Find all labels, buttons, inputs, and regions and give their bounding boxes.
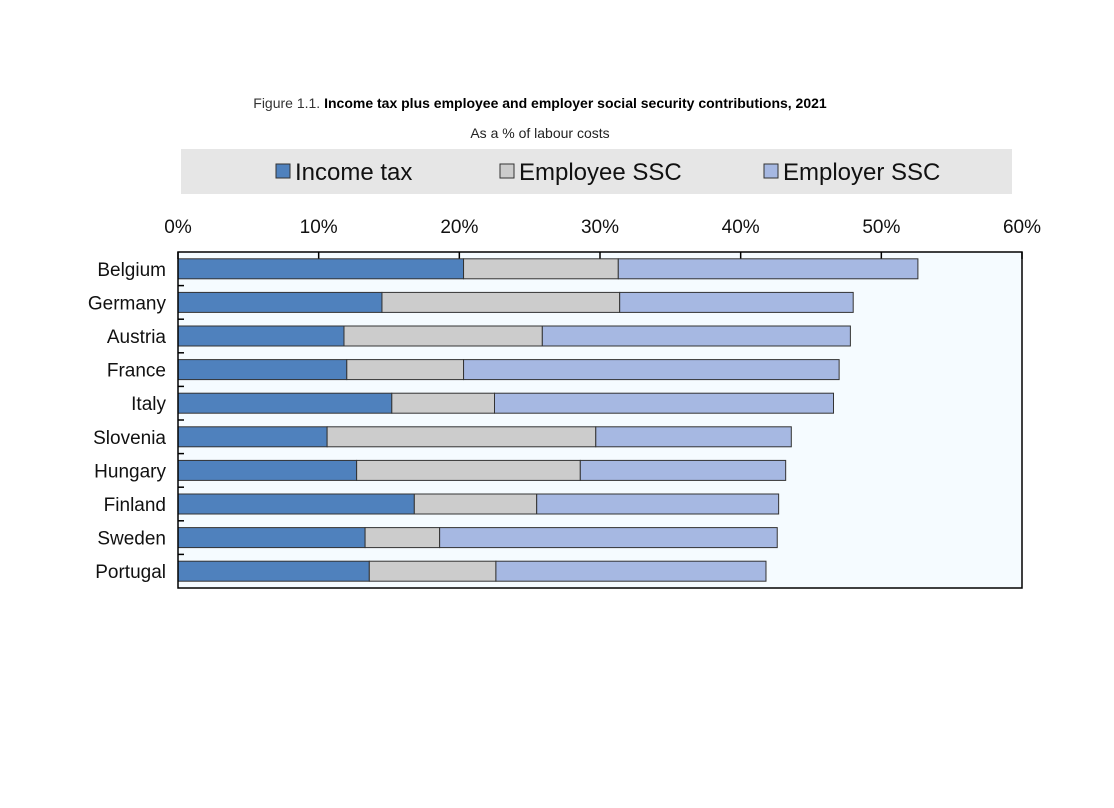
title-text: Income tax plus employee and employer so… xyxy=(324,95,827,111)
bar-segment xyxy=(177,325,345,347)
chart-subtitle: As a % of labour costs xyxy=(470,125,609,141)
bar-segment xyxy=(579,459,787,481)
bar-segment xyxy=(177,527,366,549)
category-label: Belgium xyxy=(97,260,166,281)
bar-segment xyxy=(463,258,619,280)
plot-border xyxy=(177,251,1023,589)
legend-background xyxy=(181,149,1012,194)
bar-segment xyxy=(177,426,328,448)
legend-label: Employer SSC xyxy=(783,159,940,186)
x-tick-label: 60% xyxy=(1003,217,1041,238)
bar-segment xyxy=(495,560,767,582)
legend-label: Employee SSC xyxy=(519,159,682,186)
legend-swatch xyxy=(499,163,515,179)
bar-segment xyxy=(391,392,495,414)
legend-swatch xyxy=(763,163,779,179)
plot-area: 0% 10% 20% 30% 40% 50% 60% Belgium Germany Austri… xyxy=(88,217,1041,589)
category-label: Sweden xyxy=(97,529,166,550)
x-tick-label: 0% xyxy=(164,217,192,238)
bar-segment xyxy=(381,291,621,313)
bar-segment xyxy=(177,392,393,414)
title-prefix: Figure 1.1. xyxy=(253,95,320,111)
category-label: Portugal xyxy=(95,562,166,583)
bar-segment xyxy=(494,392,835,414)
legend-label: Income tax xyxy=(295,159,412,186)
x-tick-label: 30% xyxy=(581,217,619,238)
bar-segment xyxy=(177,459,358,481)
bar-segment xyxy=(368,560,497,582)
bar-segment xyxy=(343,325,543,347)
category-label: Hungary xyxy=(94,461,166,482)
bar-segment xyxy=(541,325,851,347)
x-tick-label: 20% xyxy=(440,217,478,238)
category-label: Finland xyxy=(104,495,166,516)
bar-segment xyxy=(177,291,383,313)
bar-segment xyxy=(177,258,465,280)
category-label: Germany xyxy=(88,293,167,314)
x-tick-label: 50% xyxy=(862,217,900,238)
bar-segment xyxy=(439,527,778,549)
bar-segment xyxy=(463,359,840,381)
category-label: France xyxy=(107,361,166,382)
bar-segment xyxy=(177,560,370,582)
category-label: Italy xyxy=(131,394,166,415)
bar-segment xyxy=(536,493,780,515)
category-label: Austria xyxy=(107,327,167,348)
category-label: Slovenia xyxy=(93,428,166,449)
bar-segment xyxy=(346,359,465,381)
bar-segment xyxy=(356,459,581,481)
bar-segment xyxy=(595,426,792,448)
x-tick-label: 40% xyxy=(722,217,760,238)
bar-segment xyxy=(177,359,348,381)
x-tick-label: 10% xyxy=(300,217,338,238)
chart-title: Figure 1.1. Income tax plus employee and… xyxy=(253,95,827,111)
bar-segment xyxy=(617,258,919,280)
bar-segment xyxy=(619,291,854,313)
bar-segment xyxy=(326,426,597,448)
bar-segment xyxy=(413,493,538,515)
legend: Income tax Employee SSC Employer SSC xyxy=(275,159,940,186)
bar-segment xyxy=(364,527,441,549)
bar-segment xyxy=(177,493,415,515)
legend-swatch xyxy=(275,163,291,179)
